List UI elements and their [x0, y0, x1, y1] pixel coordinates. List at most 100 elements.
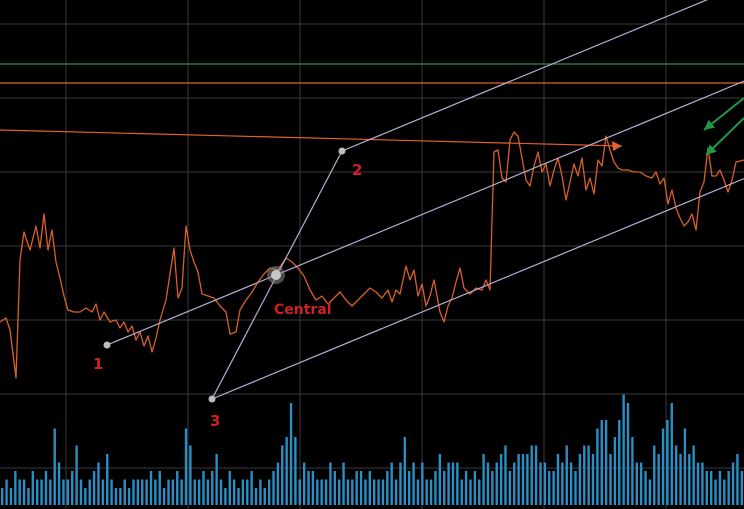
volume-bar	[661, 428, 665, 505]
volume-bar	[228, 471, 231, 505]
trend-line[interactable]	[0, 129, 623, 151]
volume-bar	[504, 445, 507, 505]
volume-bar	[399, 462, 402, 505]
volume-bar	[311, 471, 315, 505]
volume-bar	[434, 471, 437, 505]
volume-bar	[443, 471, 446, 505]
volume-bar	[31, 471, 35, 505]
volume-bar	[342, 462, 345, 505]
volume-bar	[622, 394, 625, 505]
volume-bar	[162, 488, 166, 505]
volume-bar	[359, 471, 363, 505]
volume-bar	[158, 471, 161, 505]
signal-arrowhead-1	[706, 144, 717, 155]
andrews-pitchfork[interactable]	[103, 0, 744, 403]
volume-bar	[556, 454, 560, 505]
volume-bar	[679, 454, 682, 505]
volume-bar	[27, 488, 30, 505]
volume-bar	[119, 488, 122, 505]
volume-bars	[1, 394, 743, 505]
volume-bar	[127, 488, 131, 505]
volume-bar	[740, 471, 743, 505]
volume-bar	[421, 462, 424, 505]
volume-bar	[657, 454, 660, 505]
volume-bar	[447, 462, 450, 505]
volume-bar	[246, 479, 249, 505]
volume-bar	[386, 471, 389, 505]
volume-bar	[53, 428, 56, 505]
volume-bar	[486, 462, 490, 505]
volume-bar	[587, 445, 590, 505]
volume-bar	[499, 454, 503, 505]
volume-bar	[714, 479, 717, 505]
volume-bar	[211, 471, 214, 505]
signal-arrowhead-0	[704, 119, 715, 130]
volume-bar	[491, 471, 494, 505]
volume-bar	[543, 462, 547, 505]
volume-bar	[123, 479, 126, 505]
volume-bar	[22, 479, 26, 505]
volume-bar	[1, 488, 4, 505]
volume-bar	[324, 479, 328, 505]
volume-bar	[403, 437, 407, 505]
volume-bar	[263, 488, 266, 505]
volume-bar	[696, 462, 700, 505]
volume-bar	[272, 471, 275, 505]
volume-bar	[84, 488, 87, 505]
volume-bar	[626, 403, 630, 505]
pitchfork-median-line	[106, 80, 744, 346]
volume-bar	[44, 471, 48, 505]
volume-bar	[329, 462, 332, 505]
volume-bar	[508, 471, 512, 505]
volume-bar	[705, 471, 708, 505]
volume-bar	[237, 488, 240, 505]
volume-bar	[478, 479, 481, 505]
signal-arrows	[703, 97, 744, 156]
volume-bar	[583, 445, 586, 505]
volume-bar	[337, 479, 341, 505]
volume-bar	[653, 445, 656, 505]
volume-bar	[259, 479, 262, 505]
volume-bar	[561, 462, 564, 505]
volume-bar	[591, 454, 595, 505]
volume-bar	[346, 479, 350, 505]
volume-bar	[635, 462, 638, 505]
point-label-1: 1	[93, 355, 103, 373]
volume-bar	[136, 479, 140, 505]
volume-bar	[66, 479, 70, 505]
volume-bar	[355, 471, 358, 505]
volume-bar	[14, 471, 17, 505]
volume-bar	[171, 479, 175, 505]
volume-bar	[425, 479, 428, 505]
pitchfork-labels: 1 2 3 Central	[93, 161, 362, 430]
trend-line-segment	[0, 129, 623, 147]
volume-bar	[373, 479, 376, 505]
volume-bar	[294, 437, 297, 505]
volume-bar	[670, 403, 673, 505]
volume-bar	[683, 428, 687, 505]
volume-bar	[460, 479, 463, 505]
volume-bar	[394, 479, 398, 505]
volume-bar	[92, 471, 96, 505]
volume-bar	[464, 471, 468, 505]
volume-bar	[254, 488, 258, 505]
volume-bar	[149, 471, 153, 505]
volume-bar	[320, 479, 323, 505]
volume-bar	[565, 445, 568, 505]
volume-bar	[451, 462, 455, 505]
volume-bar	[250, 471, 253, 505]
volume-bar	[167, 479, 170, 505]
volume-bar	[285, 437, 288, 505]
volume-bar	[368, 471, 371, 505]
volume-bar	[75, 445, 78, 505]
volume-bar	[351, 479, 354, 505]
pitchfork-lower-line	[211, 177, 744, 400]
trend-arrowhead	[612, 141, 622, 151]
volume-bar	[412, 462, 415, 505]
volume-bar	[364, 479, 367, 505]
volume-bar	[618, 420, 621, 505]
pitchfork-point-3	[208, 395, 216, 403]
volume-bar	[114, 488, 118, 505]
